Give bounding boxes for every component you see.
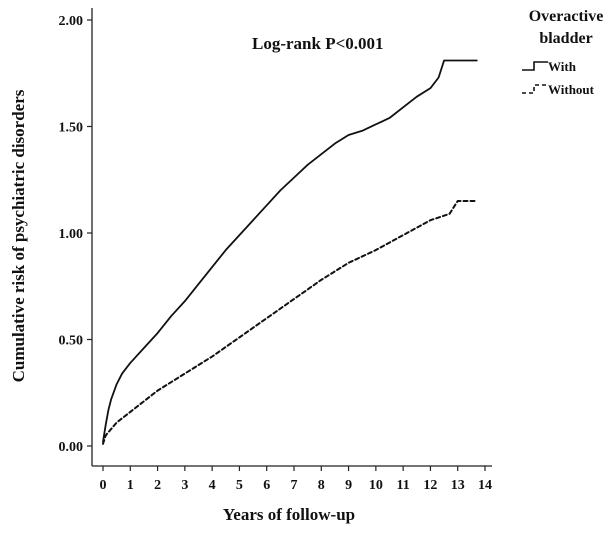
labels-layer: Cumulative risk of psychiatric disorders… <box>9 34 384 524</box>
legend-title-line-1: Overactive <box>529 8 604 25</box>
legend-swatch-with <box>522 61 548 71</box>
x-tick-label: 4 <box>209 478 216 493</box>
y-tick-label: 1.50 <box>59 121 84 136</box>
x-tick-label: 12 <box>423 478 437 493</box>
x-axis-title: Years of follow-up <box>223 505 355 524</box>
y-tick-label: 0.00 <box>59 440 84 455</box>
legend: Overactive bladder With Without <box>522 8 603 97</box>
legend-swatch-without <box>522 84 548 94</box>
x-tick-label: 7 <box>291 478 298 493</box>
x-tick-label: 6 <box>263 478 270 493</box>
y-tick-label: 0.50 <box>59 334 84 349</box>
series-line-with <box>102 59 478 443</box>
x-tick-label: 2 <box>154 478 161 493</box>
x-tick-label: 14 <box>478 478 492 493</box>
x-tick-label: 0 <box>100 478 107 493</box>
x-tick-label: 10 <box>369 478 383 493</box>
legend-label-with: With <box>548 59 577 74</box>
legend-title-line-2: bladder <box>539 30 592 47</box>
x-tick-label: 8 <box>318 478 325 493</box>
y-axis-title: Cumulative risk of psychiatric disorders <box>9 89 28 382</box>
x-tick-label: 13 <box>451 478 465 493</box>
y-tick-label: 2.00 <box>59 14 84 29</box>
axes-layer: 0.000.501.001.502.000 1 2 3 4 5 6 7 8 9 10 11 12 13 14 <box>59 8 492 493</box>
x-tick-label: 9 <box>345 478 352 493</box>
series-line-without <box>102 200 478 445</box>
x-tick-label: 5 <box>236 478 243 493</box>
log-rank-annotation: Log-rank P<0.001 <box>252 34 384 53</box>
legend-label-without: Without <box>548 82 595 97</box>
series-layer <box>102 59 478 445</box>
x-tick-label: 11 <box>397 478 410 493</box>
x-tick-label: 3 <box>181 478 188 493</box>
x-tick-label: 1 <box>127 478 134 493</box>
y-tick-label: 1.00 <box>59 227 84 242</box>
